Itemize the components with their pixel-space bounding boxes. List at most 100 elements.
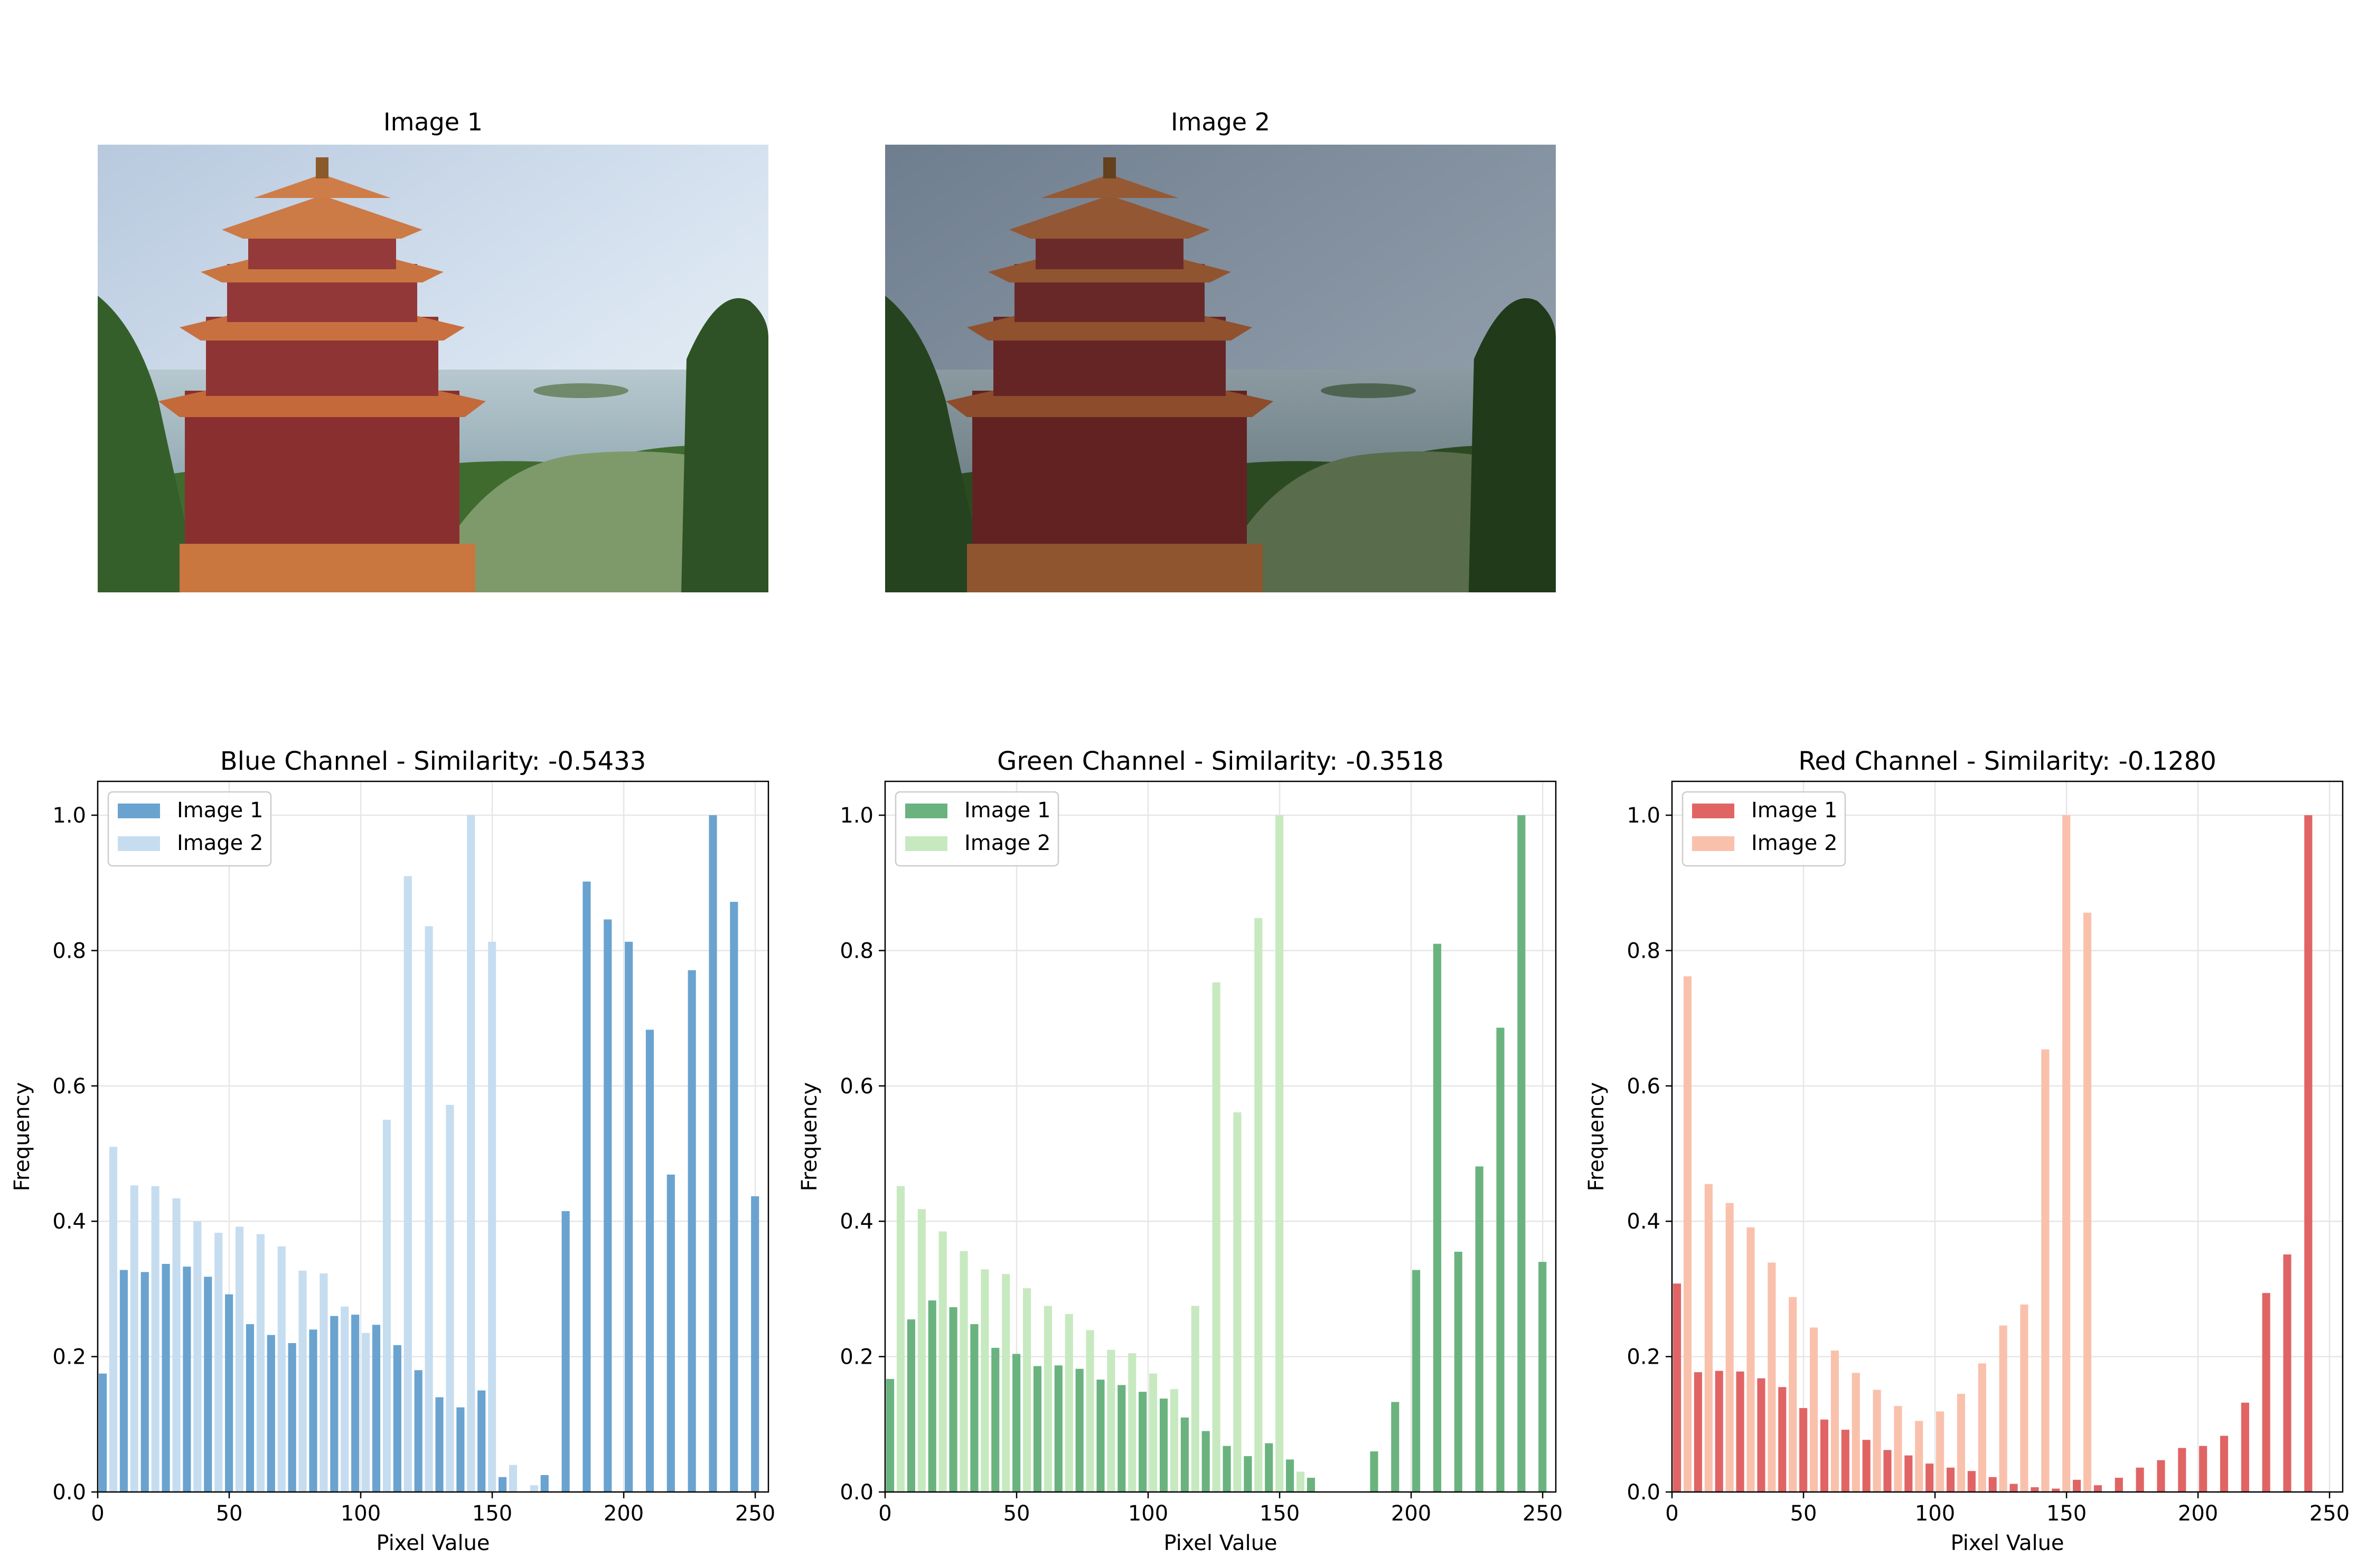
y-tick-label: 0.0 <box>52 1480 86 1505</box>
bar <box>1496 1027 1505 1492</box>
bar <box>2052 1488 2060 1492</box>
x-tick-label: 50 <box>1790 1501 1817 1526</box>
bar <box>1149 1373 1158 1492</box>
bar <box>561 1211 570 1492</box>
x-tick-label: 150 <box>1260 1501 1300 1526</box>
bar <box>393 1345 401 1492</box>
x-tick-label: 250 <box>2309 1501 2350 1526</box>
bar <box>1286 1459 1294 1492</box>
bar <box>1778 1387 1787 1492</box>
bar <box>151 1186 159 1492</box>
x-tick-label: 0 <box>1665 1501 1678 1526</box>
axes-frame <box>97 780 769 1493</box>
bar <box>130 1185 138 1492</box>
bar <box>162 1263 170 1492</box>
bar <box>666 1174 675 1492</box>
bar <box>1820 1419 1829 1492</box>
y-axis: 0.0 0.2 0.4 0.6 0.8 1.0 <box>52 804 98 1505</box>
bar <box>604 919 612 1492</box>
bar <box>2241 1402 2249 1492</box>
bar <box>2157 1460 2165 1492</box>
bar <box>1412 1270 1421 1492</box>
y-tick-label: 0.2 <box>840 1345 873 1369</box>
x-axis: 0 50 100 150 200 250 <box>1665 1492 2350 1526</box>
bar <box>1725 1203 1734 1492</box>
bar <box>1809 1327 1818 1492</box>
bar <box>1170 1389 1179 1492</box>
series-1 <box>886 815 1547 1492</box>
bar <box>1746 1227 1755 1492</box>
series-1 <box>98 815 759 1492</box>
axes-frame <box>884 780 1557 1493</box>
legend-label: Image 2 <box>177 831 263 855</box>
bar <box>225 1294 233 1492</box>
bar <box>277 1246 286 1492</box>
bar <box>1296 1471 1305 1492</box>
bar <box>1475 1166 1483 1492</box>
legend-label: Image 1 <box>1751 798 1837 823</box>
bar <box>1391 1402 1399 1492</box>
y-tick-label: 0.4 <box>52 1210 86 1234</box>
bar <box>467 815 475 1492</box>
bar <box>2020 1304 2028 1492</box>
bar <box>1044 1306 1052 1492</box>
bar <box>1107 1349 1115 1492</box>
bar <box>1830 1350 1839 1492</box>
y-tick-label: 0.8 <box>1627 939 1660 963</box>
bar <box>456 1407 465 1492</box>
bar <box>1128 1353 1136 1492</box>
bar <box>1946 1467 1955 1492</box>
bar <box>414 1370 422 1492</box>
bar <box>981 1269 989 1492</box>
bar <box>2262 1293 2270 1492</box>
bar <box>938 1231 947 1492</box>
y-tick-label: 0.8 <box>52 939 86 963</box>
bar <box>1159 1399 1168 1492</box>
bar <box>2199 1446 2207 1492</box>
y-tick-label: 0.6 <box>52 1074 86 1099</box>
bar <box>1096 1380 1105 1492</box>
bar <box>2073 1479 2081 1492</box>
bar <box>970 1324 979 1492</box>
bar <box>1915 1421 1923 1492</box>
bar <box>928 1300 936 1492</box>
y-axis-label: Frequency <box>10 1082 34 1192</box>
bar <box>530 1485 538 1492</box>
bar <box>1683 976 1692 1492</box>
y-tick-label: 1.0 <box>52 804 86 828</box>
bar <box>2136 1467 2144 1492</box>
bar <box>488 941 496 1492</box>
y-tick-label: 0.4 <box>1627 1210 1660 1234</box>
photo-title: Image 1 <box>383 108 483 136</box>
bar <box>1454 1251 1462 1492</box>
bar <box>1265 1443 1273 1492</box>
series-2 <box>109 815 538 1492</box>
bar <box>949 1307 957 1492</box>
legend-swatch <box>1692 804 1734 818</box>
bar <box>1715 1371 1723 1492</box>
x-tick-label: 100 <box>1128 1501 1168 1526</box>
photo-panel-1: Image 1 <box>98 108 768 592</box>
bar <box>1789 1297 1797 1492</box>
bar <box>362 1333 370 1492</box>
bar <box>330 1316 339 1492</box>
bar <box>246 1324 255 1492</box>
bar <box>1757 1378 1765 1492</box>
histogram-panel-red: 0 50 100 150 200 250 0.0 0.2 0.4 0.6 0.8 1.0 Pixel V… <box>1584 747 2350 1555</box>
bar <box>2115 1478 2123 1492</box>
bar <box>1936 1411 1944 1492</box>
bar <box>645 1029 654 1492</box>
bar <box>2009 1484 2018 1492</box>
x-tick-label: 50 <box>216 1501 243 1526</box>
landscape-photo-image-1 <box>98 145 768 592</box>
y-axis: 0.0 0.2 0.4 0.6 0.8 1.0 <box>840 804 885 1505</box>
bar <box>1883 1450 1892 1492</box>
bar <box>235 1226 244 1492</box>
bar <box>1978 1363 1986 1492</box>
bar <box>1736 1371 1744 1492</box>
bar <box>1275 815 1284 1492</box>
chart-title: Blue Channel - Similarity: -0.5433 <box>220 747 646 776</box>
bar <box>1075 1368 1084 1492</box>
bar <box>2304 815 2313 1492</box>
x-axis-label: Pixel Value <box>376 1531 490 1555</box>
